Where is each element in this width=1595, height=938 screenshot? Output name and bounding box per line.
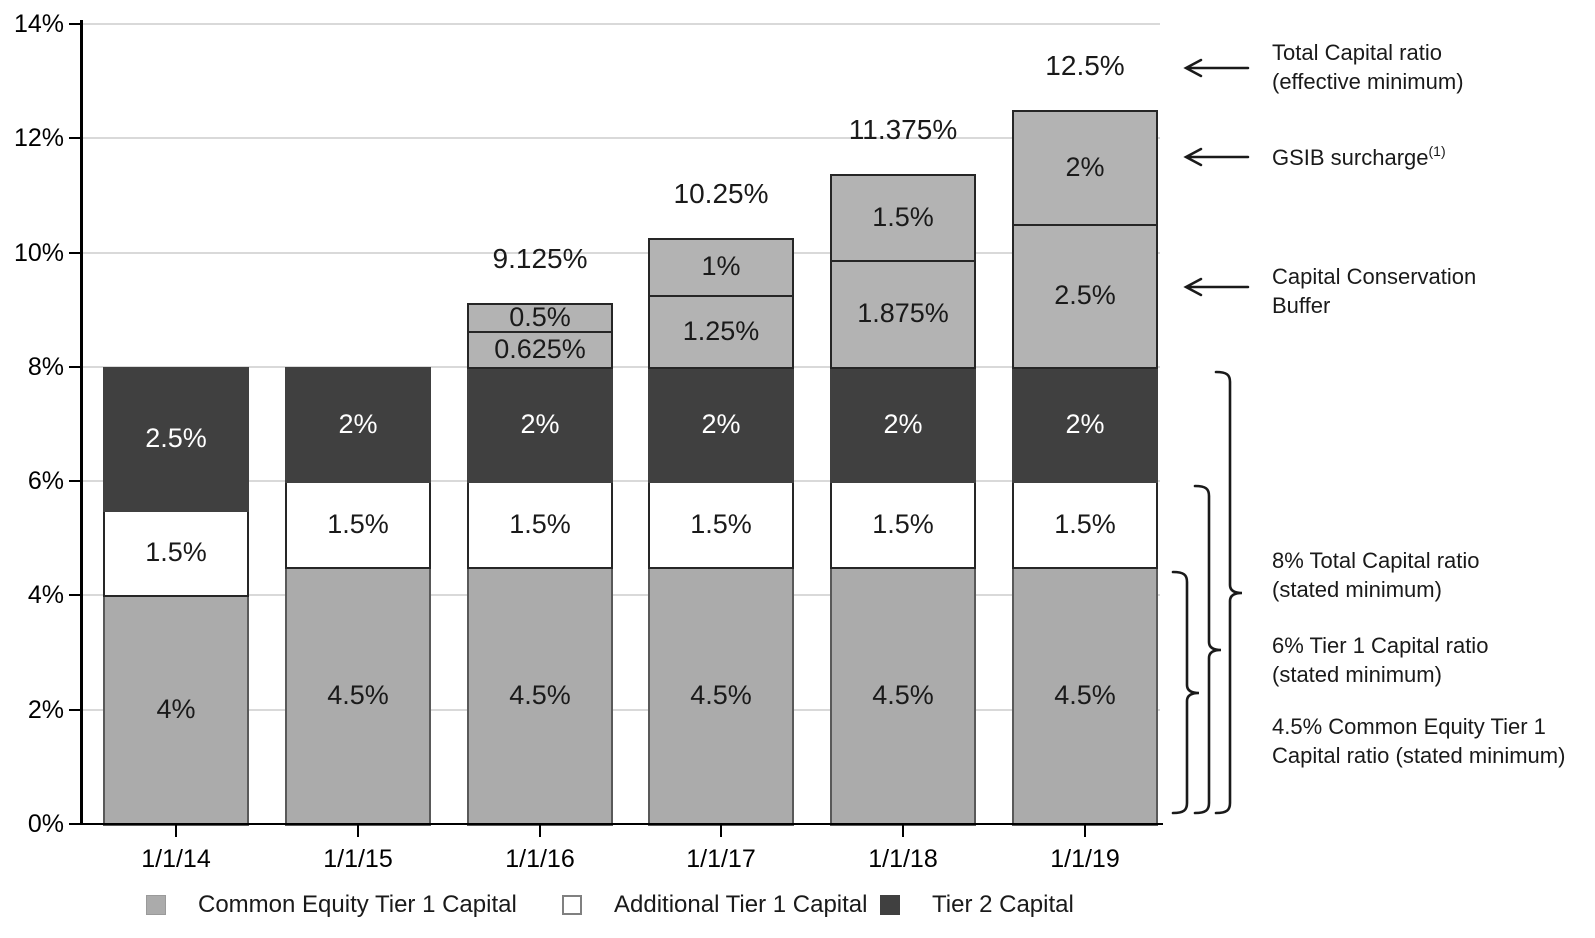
legend-label: Common Equity Tier 1 Capital: [198, 891, 517, 918]
x-tick-label: 1/1/19: [1050, 845, 1120, 873]
bar-segment: [467, 331, 613, 369]
y-tick: [69, 137, 81, 139]
bar-segment: [103, 367, 249, 512]
bar-segment: [1012, 367, 1158, 483]
brace-annotation-label: 6% Tier 1 Capital ratio (stated minimum): [1272, 633, 1489, 687]
arrow-annotation-label: Capital Conservation Buffer: [1272, 264, 1477, 318]
x-tick: [175, 825, 177, 837]
x-axis: [73, 823, 1163, 825]
bar-segment: [285, 567, 431, 826]
y-tick-label: 2%: [27, 696, 64, 724]
y-tick: [69, 366, 81, 368]
x-tick: [902, 825, 904, 837]
bar-total-label: 9.125%: [492, 243, 588, 274]
x-tick: [539, 825, 541, 837]
gridline: [83, 480, 1160, 482]
bar-segment: [1012, 481, 1158, 569]
legend-label: Tier 2 Capital: [932, 891, 1074, 918]
bar-segment: [285, 367, 431, 483]
bar-segment: [648, 295, 794, 369]
bar-segment: [467, 303, 613, 333]
y-tick-label: 12%: [13, 124, 64, 152]
y-axis: [80, 20, 83, 825]
x-tick: [1084, 825, 1086, 837]
bar-total-label: 12.5%: [1045, 50, 1125, 81]
gridline: [83, 137, 1160, 139]
x-tick-label: 1/1/16: [505, 845, 575, 873]
gridline: [83, 23, 1160, 25]
gridline: [83, 709, 1160, 711]
bar-segment: [1012, 110, 1158, 226]
y-tick: [69, 709, 81, 711]
y-tick-label: 10%: [13, 239, 64, 267]
legend-label: Additional Tier 1 Capital: [614, 891, 868, 918]
legend-item: Common Equity Tier 1 Capital: [146, 892, 517, 918]
bar-segment: [830, 174, 976, 262]
bar-segment: [830, 260, 976, 369]
arrow-annotation-label: Total Capital ratio (effective minimum): [1272, 40, 1464, 94]
y-tick: [69, 480, 81, 482]
brace-annotation-label: 4.5% Common Equity Tier 1 Capital ratio (…: [1272, 714, 1566, 768]
bar-segment: [648, 481, 794, 569]
y-tick-label: 8%: [27, 353, 64, 381]
bar-segment: [648, 238, 794, 297]
bar-segment: [285, 481, 431, 569]
legend-swatch-cet1: [146, 895, 166, 915]
y-tick: [69, 252, 81, 254]
legend: Common Equity Tier 1 Capital Additional …: [0, 892, 1595, 922]
x-tick-label: 1/1/17: [686, 845, 756, 873]
x-tick: [357, 825, 359, 837]
x-tick-label: 1/1/14: [141, 845, 211, 873]
y-tick: [69, 23, 81, 25]
y-tick: [69, 594, 81, 596]
arrow-annotation-label: GSIB surcharge(1): [1272, 143, 1446, 170]
x-tick: [720, 825, 722, 837]
bar-segment: [830, 367, 976, 483]
x-tick-label: 1/1/18: [868, 845, 938, 873]
bar-segment: [1012, 567, 1158, 826]
bar-segment: [103, 595, 249, 826]
x-tick-label: 1/1/15: [323, 845, 393, 873]
gridline: [83, 252, 1160, 254]
gridline: [83, 366, 1160, 368]
bar-segment: [648, 567, 794, 826]
brace-annotation-label: 8% Total Capital ratio (stated minimum): [1272, 548, 1480, 602]
legend-item: Additional Tier 1 Capital: [562, 892, 867, 918]
y-tick-label: 14%: [13, 10, 64, 38]
bar-segment: [103, 510, 249, 597]
y-tick-label: 0%: [27, 810, 64, 838]
legend-item: Tier 2 Capital: [880, 892, 1074, 918]
y-tick-label: 4%: [27, 581, 64, 609]
bar-segment: [467, 367, 613, 483]
legend-swatch-at1: [562, 895, 582, 915]
bar-segment: [467, 567, 613, 826]
bar-total-label: 11.375%: [848, 114, 958, 145]
bar-total-label: 10.25%: [673, 178, 769, 209]
gridline: [83, 594, 1160, 596]
legend-swatch-tier2: [880, 895, 900, 915]
y-tick-label: 6%: [27, 467, 64, 495]
